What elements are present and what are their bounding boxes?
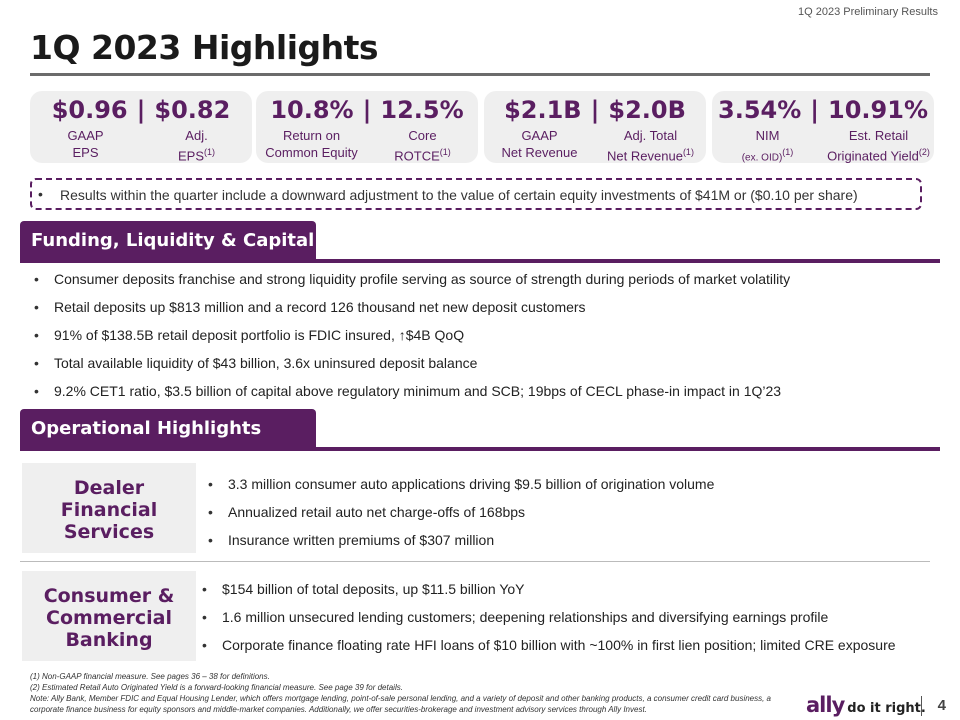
metric-value-primary: 10.8%	[270, 96, 354, 124]
list-item: 91% of $138.5B retail deposit portfolio …	[28, 327, 790, 343]
metric-value-primary: 3.54%	[718, 96, 802, 124]
list-item: Annualized retail auto net charge-offs o…	[202, 504, 714, 520]
metric-value-secondary: 12.5%	[380, 96, 464, 124]
section-heading-text: Operational Highlights	[31, 418, 262, 439]
metric-value-secondary: $2.0B	[608, 96, 686, 124]
ally-logo: ally do it right.	[806, 693, 926, 717]
metric-label-primary: Return on Common Equity	[265, 128, 358, 160]
metric-label-primary: NIM (ex. OID)(1)	[741, 128, 794, 164]
metric-values: 3.54% | 10.91%	[712, 96, 934, 124]
page-number: 4	[937, 697, 946, 714]
footnote-note-cont: corporate finance business for equity sp…	[30, 705, 647, 714]
dealer-bullets: 3.3 million consumer auto applications d…	[202, 476, 714, 548]
metric-separator: |	[810, 96, 820, 124]
banking-bullets: $154 billion of total deposits, up $11.5…	[196, 581, 896, 653]
group-label-consumer-commercial-banking: Consumer & Commercial Banking	[22, 571, 196, 661]
group-divider	[20, 561, 930, 562]
metric-separator: |	[136, 96, 146, 124]
metric-label-primary: GAAP Net Revenue	[501, 128, 578, 160]
list-item: Retail deposits up $813 million and a re…	[28, 299, 790, 315]
group-label-dealer-financial-services: Dealer Financial Services	[22, 463, 196, 553]
list-item: 3.3 million consumer auto applications d…	[202, 476, 714, 492]
footnote-1: (1) Non-GAAP financial measure. See page…	[30, 672, 270, 681]
section-heading-text: Funding, Liquidity & Capital	[31, 230, 315, 251]
section-divider	[20, 259, 940, 263]
title-divider	[30, 73, 930, 76]
metric-label-primary: GAAP EPS	[67, 128, 104, 160]
section-heading-operational: Operational Highlights	[20, 409, 316, 449]
metric-card-eps: $0.96 | $0.82 GAAP EPS Adj. EPS(1)	[30, 91, 252, 163]
metric-separator: |	[362, 96, 372, 124]
metric-card-revenue: $2.1B | $2.0B GAAP Net Revenue Adj. Total Ne…	[484, 91, 706, 163]
list-item: Consumer deposits franchise and strong l…	[28, 271, 790, 287]
metric-value-secondary: 10.91%	[828, 96, 928, 124]
metric-label-secondary: Core ROTCE(1)	[394, 128, 451, 164]
metric-value-primary: $2.1B	[504, 96, 582, 124]
metric-card-returns: 10.8% | 12.5% Return on Common Equity Core R…	[256, 91, 478, 163]
metric-card-yield: 3.54% | 10.91% NIM (ex. OID)(1) Est. Retail…	[712, 91, 934, 163]
list-item: $154 billion of total deposits, up $11.5…	[196, 581, 896, 597]
metric-values: 10.8% | 12.5%	[256, 96, 478, 124]
metric-separator: |	[590, 96, 600, 124]
footnote-2: (2) Estimated Retail Auto Originated Yie…	[30, 683, 403, 692]
logo-divider	[921, 696, 922, 716]
section-heading-funding: Funding, Liquidity & Capital	[20, 221, 316, 261]
metric-value-primary: $0.96	[51, 96, 128, 124]
list-item: Corporate finance floating rate HFI loan…	[196, 637, 896, 653]
page-title: 1Q 2023 Highlights	[30, 28, 379, 67]
metric-values: $0.96 | $0.82	[30, 96, 252, 124]
funding-bullets: Consumer deposits franchise and strong l…	[28, 271, 790, 399]
list-item: Total available liquidity of $43 billion…	[28, 355, 790, 371]
metrics-row: $0.96 | $0.82 GAAP EPS Adj. EPS(1) 10.8% | 12.…	[30, 91, 934, 163]
list-item: Insurance written premiums of $307 milli…	[202, 532, 714, 548]
footnote-note: Note: Ally Bank, Member FDIC and Equal H…	[30, 694, 772, 703]
metric-label-secondary: Adj. Total Net Revenue(1)	[607, 128, 694, 164]
metric-values: $2.1B | $2.0B	[484, 96, 706, 124]
footnotes: (1) Non-GAAP financial measure. See page…	[30, 671, 810, 715]
metric-value-secondary: $0.82	[154, 96, 231, 124]
adjustment-note-text: Results within the quarter include a dow…	[60, 187, 858, 203]
metric-label-secondary: Est. Retail Originated Yield(2)	[827, 128, 930, 164]
section-divider	[20, 447, 940, 451]
adjustment-note: • Results within the quarter include a d…	[30, 178, 922, 210]
metric-label-secondary: Adj. EPS(1)	[177, 128, 215, 164]
report-label: 1Q 2023 Preliminary Results	[797, 6, 938, 18]
list-item: 9.2% CET1 ratio, $3.5 billion of capital…	[28, 383, 790, 399]
list-item: 1.6 million unsecured lending customers;…	[196, 609, 896, 625]
bullet: •	[38, 186, 43, 202]
